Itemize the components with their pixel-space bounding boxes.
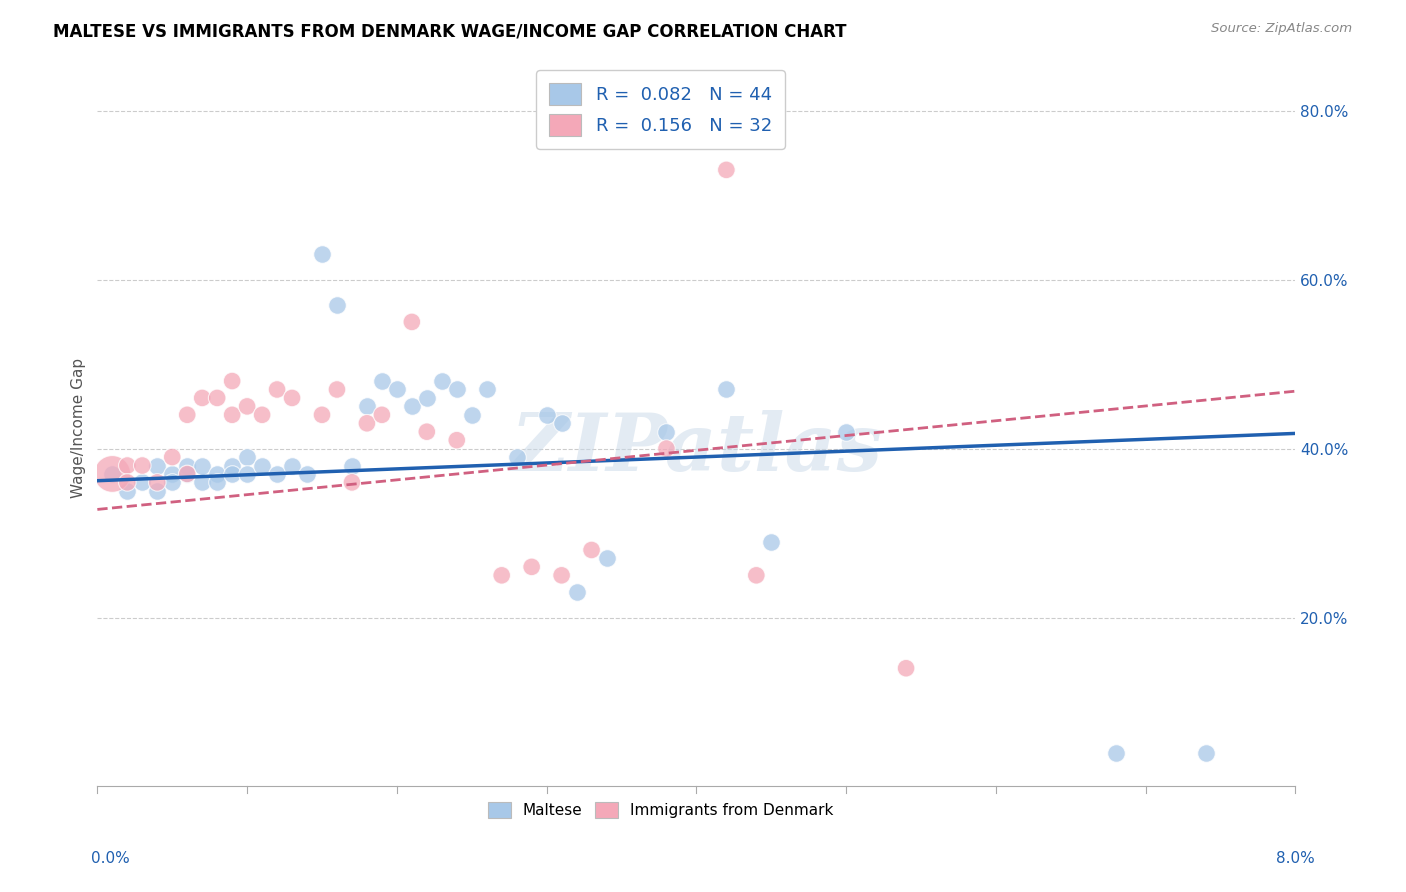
Point (371, 408, 394, 422)
Point (146, 458, 169, 473)
Point (117, 483, 139, 498)
Point (1105, 746, 1128, 760)
Point (131, 475, 153, 490)
Point (326, 298, 349, 312)
Point (565, 585, 588, 599)
Point (191, 458, 214, 473)
Point (311, 247, 333, 261)
Legend: Maltese, Immigrants from Denmark: Maltese, Immigrants from Denmark (479, 794, 841, 825)
Point (191, 391, 214, 405)
Point (117, 475, 139, 490)
Point (416, 425, 439, 439)
Point (340, 475, 363, 490)
Point (191, 475, 214, 490)
Point (835, 425, 858, 439)
Point (505, 450, 527, 464)
Text: ZIPatlas: ZIPatlas (510, 410, 883, 488)
Point (416, 391, 439, 405)
Point (356, 400, 378, 414)
Point (250, 408, 273, 422)
Point (401, 400, 423, 414)
Point (221, 408, 243, 422)
Point (655, 442, 678, 456)
Point (550, 568, 572, 582)
Point (356, 417, 378, 431)
Point (446, 433, 468, 447)
Point (176, 467, 198, 481)
Point (655, 425, 678, 439)
Point (221, 467, 243, 481)
Point (446, 383, 468, 397)
Point (1194, 746, 1216, 760)
Point (401, 315, 423, 329)
Text: Source: ZipAtlas.com: Source: ZipAtlas.com (1212, 22, 1353, 36)
Point (146, 475, 169, 490)
Text: 8.0%: 8.0% (1275, 851, 1315, 865)
Point (311, 408, 333, 422)
Point (160, 475, 183, 490)
Point (761, 534, 783, 549)
Point (236, 467, 259, 481)
Point (205, 475, 228, 490)
Point (266, 467, 288, 481)
Point (236, 400, 259, 414)
Point (101, 467, 124, 481)
Point (205, 467, 228, 481)
Point (716, 162, 738, 177)
Point (461, 408, 484, 422)
Point (520, 559, 543, 574)
Point (581, 543, 603, 558)
Point (595, 551, 617, 566)
Text: MALTESE VS IMMIGRANTS FROM DENMARK WAGE/INCOME GAP CORRELATION CHART: MALTESE VS IMMIGRANTS FROM DENMARK WAGE/… (53, 22, 846, 40)
Point (146, 483, 169, 498)
Point (894, 661, 917, 675)
Point (266, 383, 288, 397)
Point (745, 568, 768, 582)
Point (205, 391, 228, 405)
Point (176, 458, 198, 473)
Point (160, 467, 183, 481)
Point (131, 458, 153, 473)
Point (295, 467, 318, 481)
Point (491, 568, 513, 582)
Point (221, 458, 243, 473)
Text: 0.0%: 0.0% (91, 851, 131, 865)
Point (221, 374, 243, 388)
Point (475, 383, 498, 397)
Point (281, 391, 304, 405)
Point (430, 374, 453, 388)
Point (176, 467, 198, 481)
Point (550, 417, 572, 431)
Y-axis label: Wage/Income Gap: Wage/Income Gap (72, 358, 86, 498)
Point (281, 458, 304, 473)
Point (236, 450, 259, 464)
Point (117, 458, 139, 473)
Point (536, 408, 558, 422)
Point (101, 467, 124, 481)
Point (340, 458, 363, 473)
Point (160, 450, 183, 464)
Point (176, 408, 198, 422)
Point (326, 383, 349, 397)
Point (385, 383, 408, 397)
Point (716, 383, 738, 397)
Point (371, 374, 394, 388)
Point (250, 458, 273, 473)
